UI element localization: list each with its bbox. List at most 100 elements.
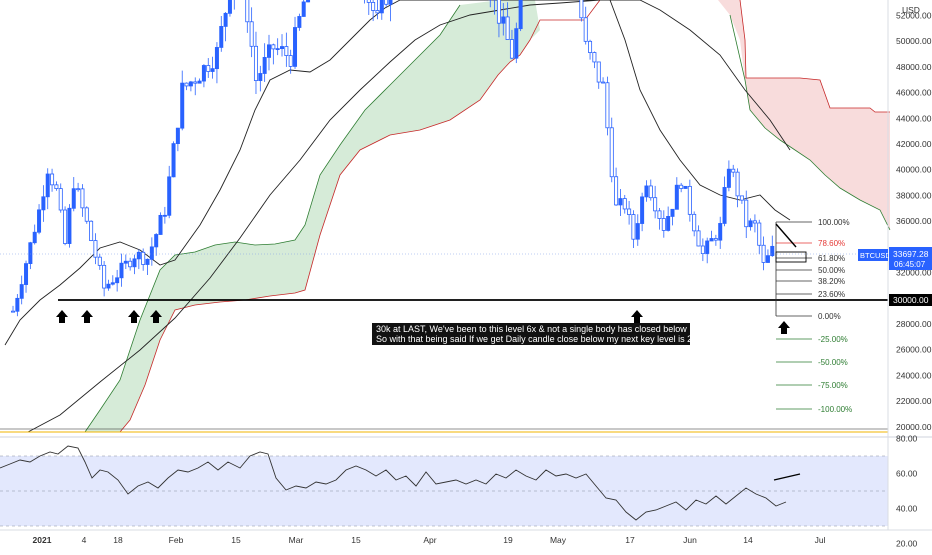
fib-level-label: -75.00% — [818, 381, 848, 390]
price-tick-label: 20000.00 — [896, 422, 932, 432]
candle — [379, 0, 384, 20]
candle — [596, 61, 601, 89]
fib-level-label: 0.00% — [818, 312, 841, 321]
candle — [744, 190, 749, 239]
candle — [128, 257, 133, 271]
candle — [301, 0, 306, 17]
candle — [180, 70, 185, 131]
rsi-pane[interactable] — [0, 436, 932, 527]
price-candles — [11, 0, 775, 317]
candle — [271, 43, 276, 65]
price-axis[interactable]: 52000.00 50000.00 48000.00 46000.00 44000.00… — [887, 0, 932, 549]
candle — [80, 184, 85, 217]
price-tick-label: 28000.00 — [896, 319, 932, 329]
candle — [293, 16, 298, 69]
support-level-tag: 30000.00 — [889, 294, 932, 306]
time-tick-label: Feb — [169, 535, 184, 545]
candle — [280, 34, 285, 57]
candle — [158, 212, 163, 235]
fib-level-label: 78.60% — [818, 239, 845, 248]
time-tick-label: 18 — [113, 535, 123, 545]
candle — [93, 233, 98, 265]
candle — [145, 258, 150, 276]
candle — [627, 200, 632, 225]
rsi-tick-label: 80.00 — [896, 434, 918, 444]
candle — [588, 39, 593, 60]
candle — [136, 249, 141, 270]
candle — [97, 253, 102, 270]
candle — [679, 182, 684, 193]
candle — [748, 218, 753, 231]
candle — [614, 167, 619, 206]
candle — [666, 206, 671, 232]
candle — [739, 195, 744, 204]
candle — [266, 34, 271, 71]
candle — [509, 29, 514, 60]
candle — [123, 254, 128, 270]
annotation-background — [372, 323, 690, 345]
candle — [233, 0, 235, 10]
symbol-tag: BTCUSD — [858, 249, 891, 261]
candle — [206, 58, 211, 78]
candle — [197, 78, 202, 84]
candle — [149, 237, 154, 266]
candle — [683, 185, 688, 189]
candle — [583, 6, 588, 45]
candle — [11, 305, 16, 313]
time-tick-label: Mar — [289, 535, 304, 545]
support-arrow-icon — [778, 321, 790, 334]
support-level-tag-bg — [889, 294, 932, 306]
support-arrow-icon — [150, 310, 162, 323]
candle — [670, 208, 675, 226]
candle — [496, 0, 501, 38]
candle — [284, 32, 289, 67]
annotation-note[interactable]: 30k at LAST, We've been to this level 6x… — [372, 323, 702, 345]
candle — [492, 0, 497, 15]
moving-average-fast — [4, 0, 791, 346]
support-arrow-icon — [56, 310, 68, 323]
candle — [275, 38, 280, 56]
fib-level-label: 23.60% — [818, 290, 845, 299]
candle — [375, 0, 380, 20]
candle — [726, 160, 731, 192]
candle — [757, 219, 762, 255]
candle — [735, 168, 740, 208]
ichimoku-bear-edge-a — [739, 0, 890, 113]
candle — [210, 56, 215, 79]
candle — [384, 0, 389, 7]
ichimoku-span-a — [84, 4, 461, 433]
fibonacci-extension[interactable]: 100.00% 78.60% 61.80% 50.00% 38.20% 23.60% 0.0… — [775, 218, 852, 414]
candle — [154, 233, 159, 256]
candle — [761, 236, 766, 271]
ichimoku-cloud-bear — [718, 0, 890, 230]
symbol-tag-bg — [858, 249, 888, 261]
support-level-text: 30000.00 — [893, 295, 929, 305]
candle — [253, 31, 258, 94]
ichimoku-cloud-bull — [85, 0, 540, 432]
candle — [687, 179, 692, 222]
time-axis[interactable]: 2021 4 18 Feb 15 Mar 15 Apr 19 May 17 Jun 14 Jul — [0, 529, 932, 545]
candle — [705, 237, 710, 264]
ichimoku-span-b — [119, 0, 601, 433]
candle — [201, 64, 206, 88]
fib-level-label: -50.00% — [818, 358, 848, 367]
candle — [58, 183, 63, 213]
candle — [258, 65, 263, 92]
candle — [214, 42, 219, 84]
rsi-trend-drawing[interactable] — [773, 473, 801, 481]
candle — [657, 208, 662, 230]
candle — [765, 249, 770, 263]
candle — [692, 211, 697, 237]
candle — [19, 275, 24, 305]
trendline-drawing[interactable] — [775, 223, 797, 248]
candle — [132, 254, 137, 275]
fib-level-label: -100.00% — [818, 405, 852, 414]
candle — [71, 177, 76, 212]
candle — [674, 177, 679, 210]
price-tick-label: 44000.00 — [896, 113, 932, 123]
annotation-line-2: So with that being said If we get Daily … — [376, 334, 702, 344]
fib-level-label: 61.80% — [818, 254, 845, 263]
candle — [32, 224, 37, 245]
candle — [364, 0, 365, 4]
